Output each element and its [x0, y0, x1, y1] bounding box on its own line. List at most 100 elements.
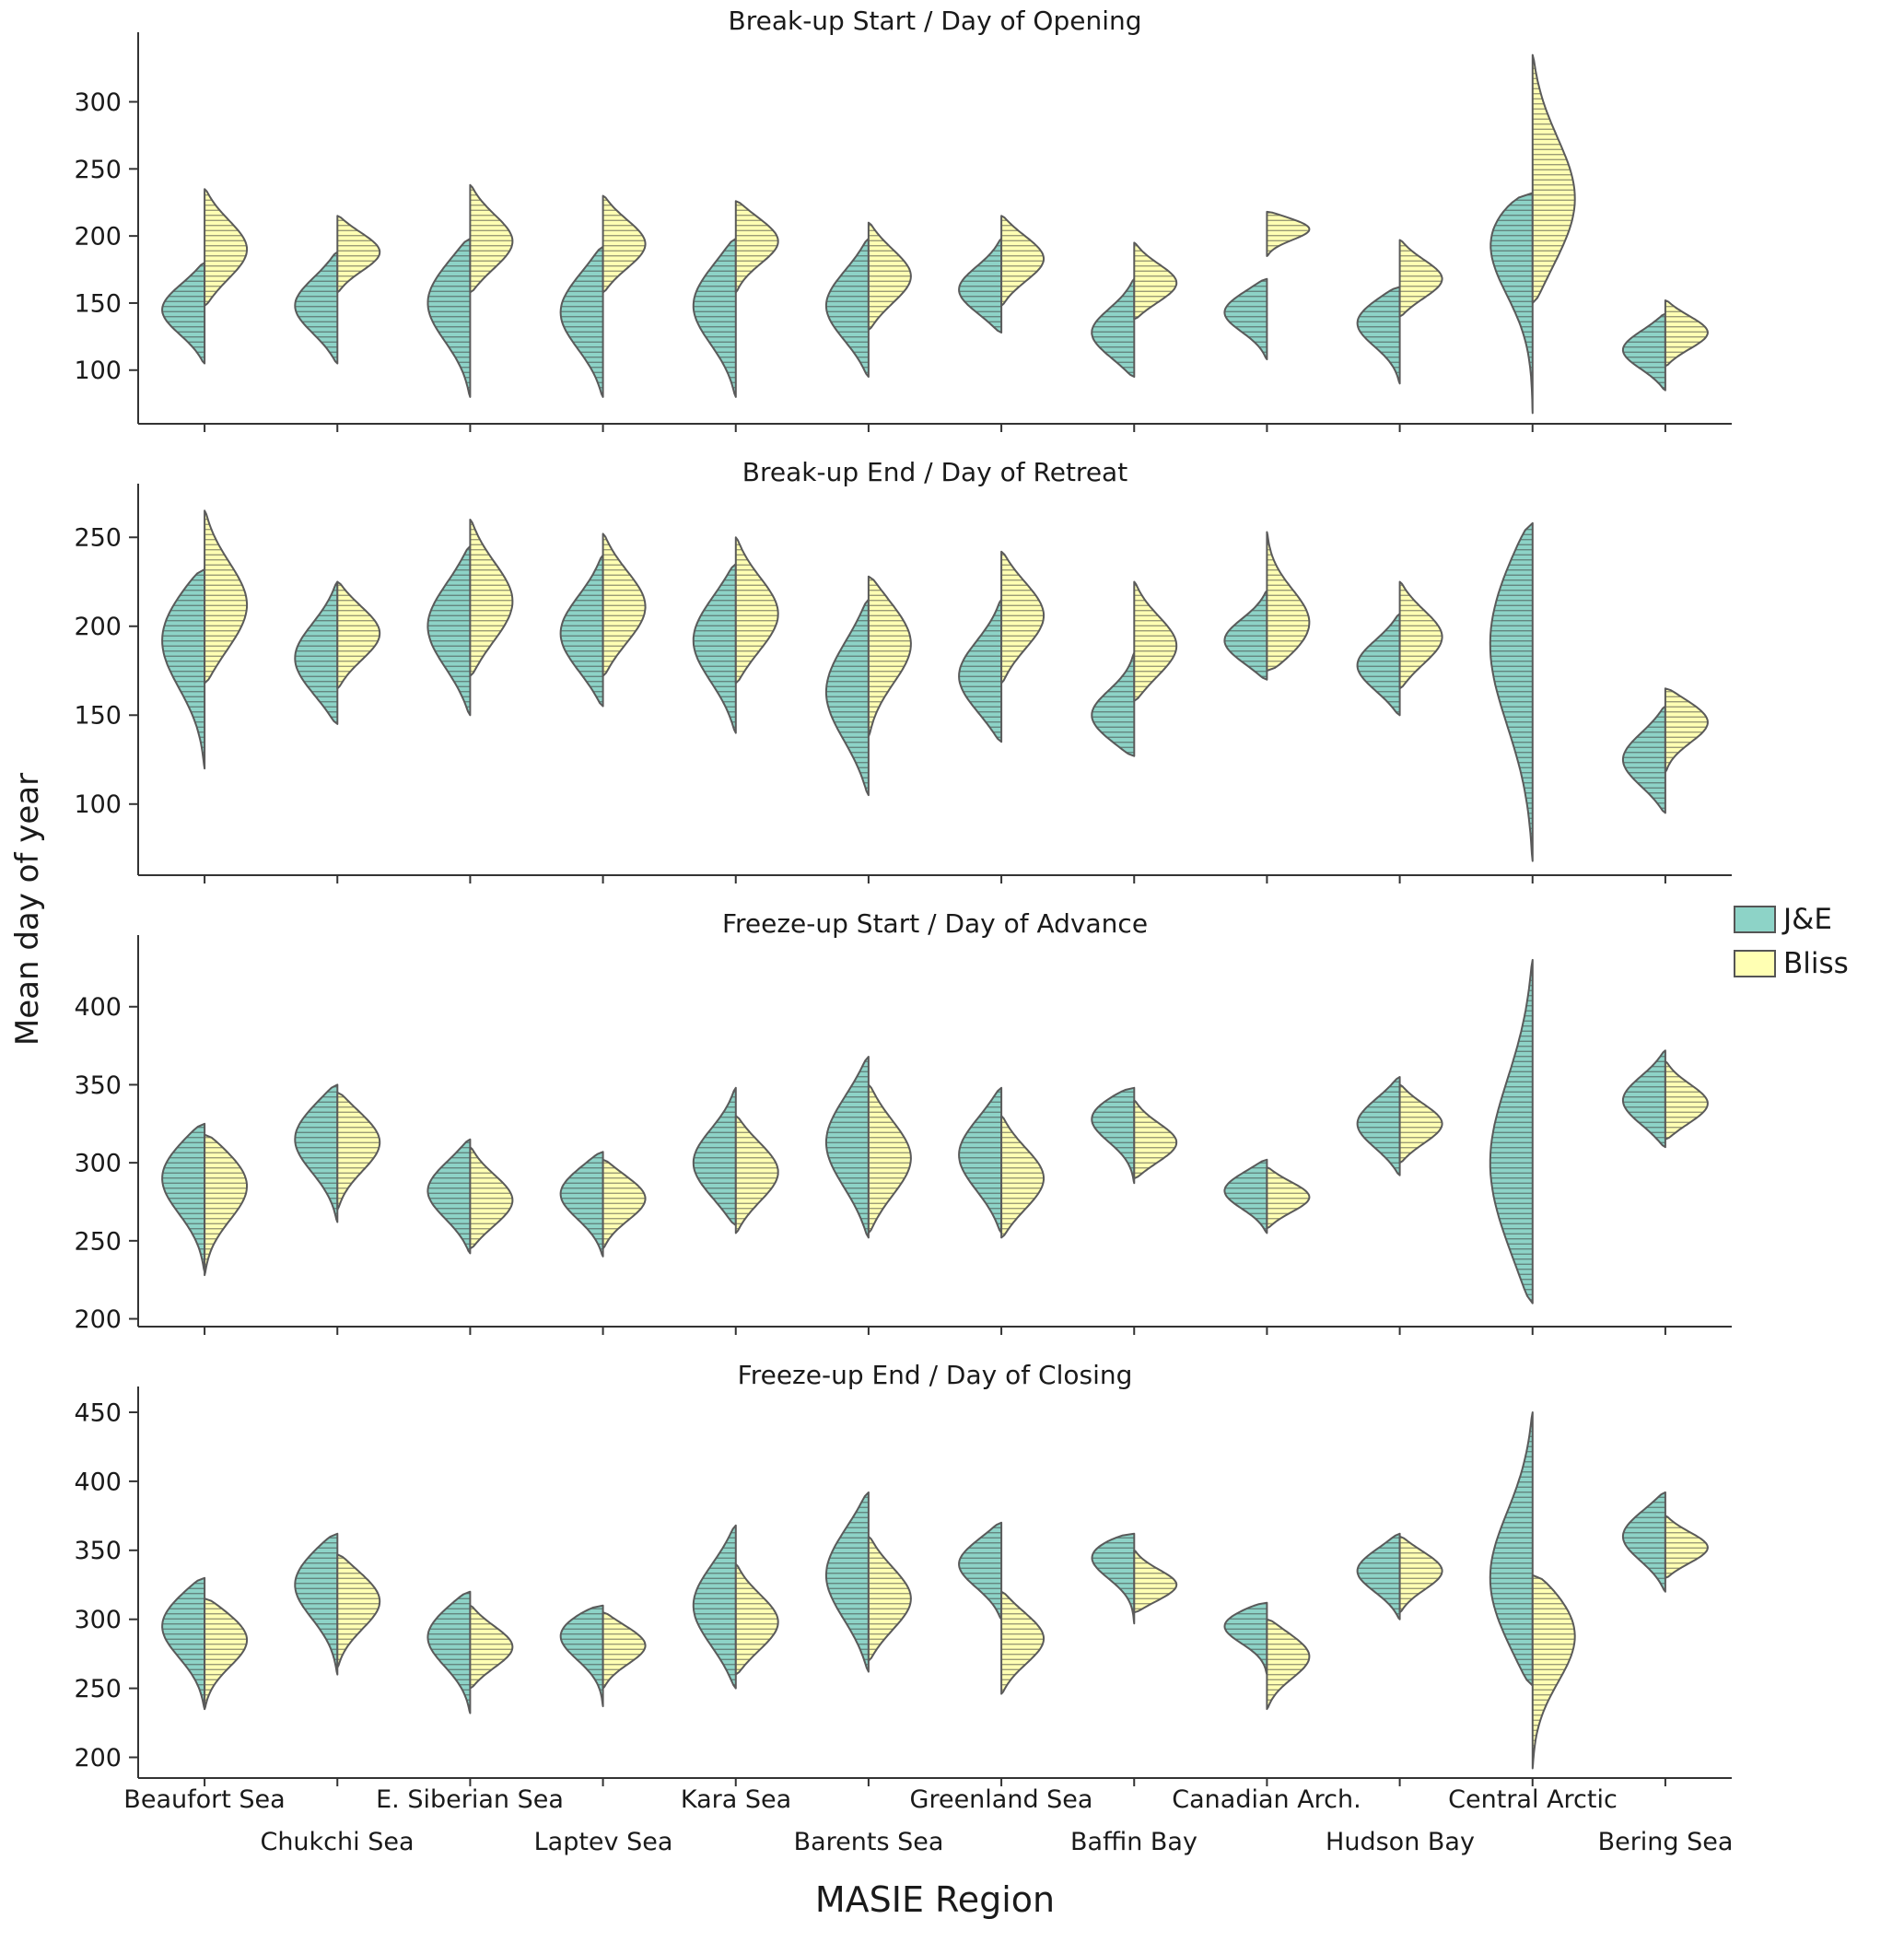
violin-bliss-bering-sea [1664, 299, 1709, 368]
x-tick-chukchi: Chukchi Sea [260, 1828, 415, 1856]
violin-bliss-bering-sea [1664, 1060, 1709, 1141]
violin-bliss-kara-sea [734, 1562, 779, 1676]
x-tick-barents: Barents Sea [793, 1828, 944, 1856]
violin-bliss-chukchi-sea [336, 1553, 381, 1669]
violin-je-laptev-sea [559, 1151, 604, 1258]
y-tick-label: 250 [74, 524, 122, 553]
panel-title-breakup-end: Break-up End / Day of Retreat [742, 457, 1128, 487]
y-tick-label: 300 [74, 1606, 122, 1634]
violin-bliss-baffin-bay [1133, 1099, 1178, 1180]
violin-je-central-arctic [1489, 1411, 1534, 1687]
violin-bliss-laptev-sea [602, 532, 647, 677]
violin-je-canadian-arch- [1223, 1601, 1268, 1676]
violin-bliss-greenland-sea [1000, 550, 1045, 684]
x-tick-laptev: Laptev Sea [533, 1828, 673, 1856]
panel-2: 200 250 300 350 400 [74, 935, 1732, 1335]
violin-bliss-canadian-arch- [1266, 1618, 1311, 1711]
y-tick-label: 150 [74, 289, 122, 318]
x-tick-hudson: Hudson Bay [1326, 1828, 1475, 1856]
legend-item-je: J&E [1734, 903, 1849, 936]
violin-bliss-kara-sea [734, 200, 779, 294]
violin-bliss-chukchi-sea [336, 580, 381, 690]
violin-bliss-beaufort-sea [204, 1597, 249, 1711]
y-tick-label: 150 [74, 702, 122, 731]
legend-swatch-je [1734, 906, 1776, 933]
y-tick-label: 250 [74, 1227, 122, 1256]
y-tick-label: 100 [74, 357, 122, 385]
y-tick-label: 350 [74, 1071, 122, 1100]
panel-1: 100 150 200 250 [74, 484, 1732, 883]
x-tick-central: Central Arctic [1448, 1785, 1618, 1814]
violin-bliss-bering-sea [1664, 687, 1709, 773]
violin-je-bering-sea [1621, 312, 1666, 392]
y-tick-label: 200 [74, 1305, 122, 1334]
violin-bliss-baffin-bay [1133, 241, 1178, 321]
violin-je-hudson-bay [1356, 613, 1401, 717]
panel-0: 100 150 200 250 300 [74, 32, 1732, 432]
violin-bliss-beaufort-sea [204, 188, 249, 307]
violin-bliss-hudson-bay [1398, 1535, 1443, 1614]
violin-je-canadian-arch- [1223, 590, 1268, 681]
violin-bliss-e-siberian-sea [469, 183, 514, 294]
violin-je-beaufort-sea [161, 1576, 206, 1711]
violin-je-hudson-bay [1356, 1076, 1401, 1176]
violin-je-baffin-bay [1091, 1086, 1136, 1185]
panel-3: 200 250 300 350 400 450 [74, 1387, 1732, 1786]
violin-bliss-canadian-arch- [1266, 531, 1311, 672]
violin-bliss-bering-sea [1664, 1515, 1709, 1579]
violin-je-kara-sea [692, 1524, 737, 1690]
violin-je-laptev-sea [559, 1604, 604, 1708]
x-tick-kara: Kara Sea [680, 1785, 792, 1814]
violin-je-hudson-bay [1356, 1532, 1401, 1621]
violin-bliss-greenland-sea [1000, 1590, 1045, 1695]
y-tick-label: 300 [74, 88, 122, 117]
violin-bliss-chukchi-sea [336, 215, 381, 294]
violin-je-greenland-sea [958, 1521, 1003, 1621]
violin-je-e-siberian-sea [426, 544, 472, 717]
violin-bliss-laptev-sea [602, 1158, 647, 1250]
violin-je-greenland-sea [958, 238, 1003, 333]
violin-je-baffin-bay [1091, 651, 1136, 757]
violin-je-laptev-sea [559, 245, 604, 398]
violin-je-kara-sea [692, 563, 737, 734]
x-tick-canadian: Canadian Arch. [1172, 1785, 1361, 1814]
violin-je-chukchi-sea [294, 1083, 339, 1223]
legend-label-je: J&E [1783, 903, 1832, 936]
violin-bliss-e-siberian-sea [469, 519, 514, 677]
violin-je-chukchi-sea [294, 580, 339, 725]
violin-je-baffin-bay [1091, 1532, 1136, 1625]
y-tick-label: 400 [74, 993, 122, 1022]
violin-je-central-arctic [1489, 521, 1534, 862]
violin-je-barents-sea [824, 1056, 870, 1239]
violin-je-kara-sea [692, 238, 737, 398]
violin-bliss-barents-sea [867, 1083, 912, 1234]
violin-je-chukchi-sea [294, 1532, 339, 1676]
x-tick-baffin: Baffin Bay [1070, 1828, 1197, 1856]
violin-je-beaufort-sea [161, 262, 206, 365]
y-tick-label: 200 [74, 613, 122, 641]
violin-bliss-beaufort-sea [204, 509, 249, 684]
violin-je-canadian-arch- [1223, 1158, 1268, 1234]
legend-swatch-bliss [1734, 950, 1776, 977]
legend-label-bliss: Bliss [1783, 947, 1849, 980]
violin-bliss-canadian-arch- [1266, 1166, 1311, 1230]
y-tick-label: 400 [74, 1468, 122, 1496]
violin-je-baffin-bay [1091, 277, 1136, 378]
y-tick-label: 300 [74, 1150, 122, 1178]
violin-je-bering-sea [1621, 705, 1666, 814]
violin-je-barents-sea [824, 598, 870, 797]
violin-je-kara-sea [692, 1086, 737, 1226]
y-tick-label: 350 [74, 1537, 122, 1565]
violin-je-hudson-bay [1356, 286, 1401, 385]
violin-je-barents-sea [824, 1491, 870, 1673]
y-tick-label: 250 [74, 1675, 122, 1703]
violin-bliss-barents-sea [867, 575, 912, 738]
violin-bliss-baffin-bay [1133, 1549, 1178, 1614]
violin-bliss-barents-sea [867, 221, 912, 332]
legend: J&E Bliss [1734, 903, 1849, 980]
violin-je-bering-sea [1621, 1491, 1666, 1593]
y-tick-label: 200 [74, 1744, 122, 1773]
violin-bliss-central-arctic [1531, 1574, 1576, 1770]
